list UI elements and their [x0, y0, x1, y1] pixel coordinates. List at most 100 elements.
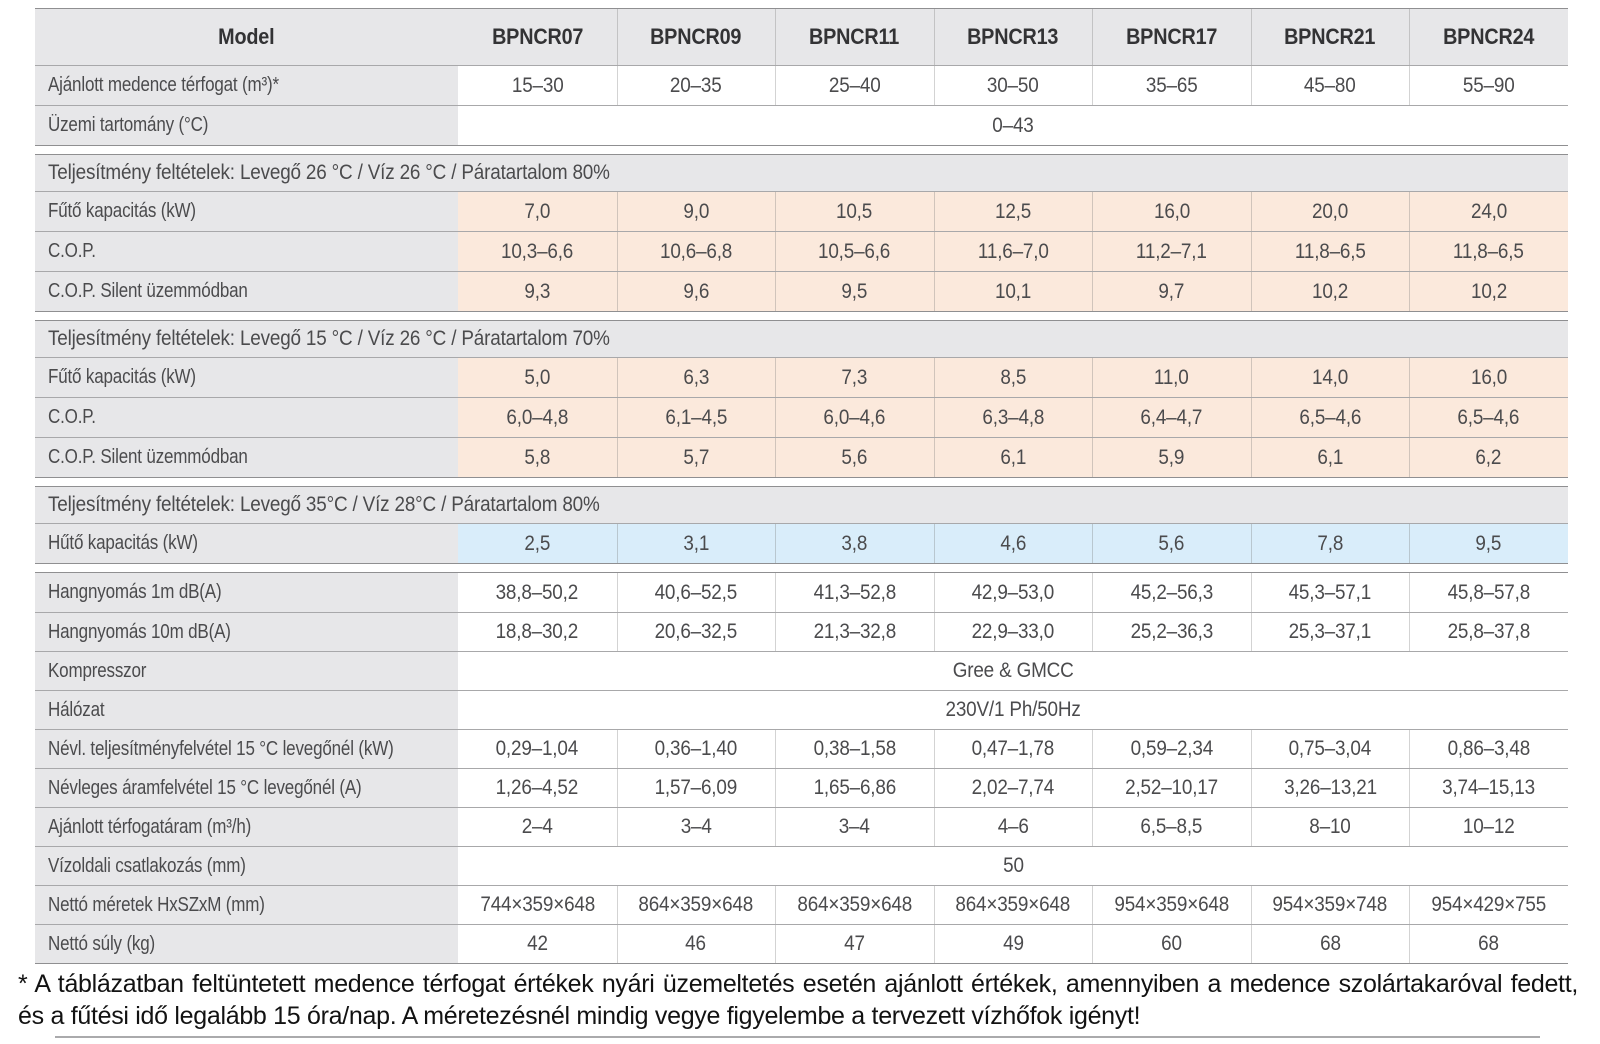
value-cell: 5,8: [458, 438, 617, 477]
model-name-text: BPNCR07: [491, 24, 583, 49]
row-label: Fűtő kapacitás (kW): [35, 192, 458, 231]
row-label-text: Kompresszor: [48, 659, 147, 682]
spec-row: Hálózat 230V/1 Ph/50Hz: [35, 690, 1568, 729]
value-cell: 6,3–4,8: [933, 398, 1093, 437]
section-title-text: Teljesítmény feltételek: Levegő 26 °C / …: [48, 161, 610, 184]
table-block: Teljesítmény feltételek: Levegő 26 °C / …: [35, 154, 1568, 312]
value-cell: 6,1: [1250, 438, 1410, 477]
value-cell-text: 11,2–7,1: [1136, 239, 1207, 263]
value-cell: 7,3: [775, 358, 934, 397]
value-cell: 954×429×755: [1409, 886, 1568, 924]
merged-value: 50: [458, 847, 1568, 885]
row-label-text: Nettó súly (kg): [48, 932, 156, 955]
value-cell-text: 6,5–4,6: [1457, 405, 1520, 429]
value-cell: 40,6–52,5: [617, 573, 776, 612]
section-header-row: Teljesítmény feltételek: Levegő 26 °C / …: [35, 155, 1568, 191]
model-name-text: BPNCR21: [1284, 24, 1376, 49]
value-cell-text: 6,3–4,8: [982, 405, 1044, 429]
value-cell: 3,26–13,21: [1251, 769, 1410, 807]
merged-value: Gree & GMCC: [458, 652, 1568, 690]
value-cell-text: 3–4: [680, 815, 712, 838]
value-cell-text: 42: [526, 932, 548, 955]
merged-value-text: Gree & GMCC: [952, 659, 1074, 682]
value-cell: 6,0–4,8: [458, 398, 617, 437]
value-cell-text: 5,7: [682, 445, 709, 469]
value-cell-text: 6,1: [1000, 445, 1026, 469]
spec-row: Hangnyomás 1m dB(A) 38,8–50,2 40,6–52,5 41,…: [35, 573, 1568, 612]
value-cell-text: 45,2–56,3: [1130, 580, 1213, 604]
spec-row: Nettó súly (kg) 42 46 47 49 60 68 68: [35, 924, 1568, 963]
value-cell: 5,0: [458, 358, 617, 397]
value-cell-text: 8–10: [1309, 815, 1351, 838]
value-cell-text: 0,29–1,04: [496, 737, 579, 760]
value-cell: 38,8–50,2: [458, 573, 617, 612]
value-cell-text: 2–4: [521, 815, 553, 838]
value-cell-text: 864×359×648: [955, 893, 1071, 916]
value-cell-text: 4–6: [997, 815, 1029, 838]
value-cell-text: 10,2: [1312, 279, 1349, 303]
row-label-text: Üzemi tartomány (°C): [48, 114, 209, 136]
value-cell-text: 3,8: [841, 531, 868, 555]
spec-row: C.O.P. Silent üzemmódban 5,8 5,7 5,6 6,1 5,9 6…: [35, 437, 1568, 477]
value-cell-text: 954×359×748: [1272, 893, 1388, 916]
model-column-header: Model: [35, 9, 458, 65]
value-cell-text: 9,5: [841, 279, 868, 303]
value-cell-text: 18,8–30,2: [496, 620, 579, 643]
row-label-text: Nettó méretek HxSZxM (mm): [48, 893, 265, 916]
row-label-text: Ajánlott medence térfogat (m³)*: [48, 74, 279, 96]
spec-row: C.O.P. Silent üzemmódban 9,3 9,6 9,5 10,1 9,7…: [35, 271, 1568, 311]
row-label-text: Fűtő kapacitás (kW): [48, 366, 196, 388]
value-cell: 0,29–1,04: [458, 730, 617, 768]
spec-row: Névl. teljesítményfelvétel 15 °C levegőn…: [35, 729, 1568, 768]
value-cell: 10,5–6,6: [775, 232, 934, 271]
spec-row: Ajánlott térfogatáram (m³/h) 2–4 3–4 3–4 4–6…: [35, 807, 1568, 846]
value-cell: 8,5: [933, 358, 1093, 397]
value-cell: 0,75–3,04: [1251, 730, 1410, 768]
value-cell-text: 8,5: [1000, 365, 1026, 389]
value-cell-text: 38,8–50,2: [496, 580, 579, 604]
footnote: * A táblázatban feltüntetett medence tér…: [18, 970, 1578, 1030]
value-cell-text: 42,9–53,0: [971, 580, 1055, 604]
value-cell: 47: [775, 925, 934, 963]
row-label: Nettó súly (kg): [35, 925, 458, 963]
value-cell: 25,8–37,8: [1409, 613, 1568, 651]
value-cell-text: 3,26–13,21: [1283, 776, 1377, 799]
value-cell: 30–50: [934, 66, 1093, 105]
spec-table: Model BPNCR07 BPNCR09 BPNCR11 BPNCR13 BPNCR17…: [35, 8, 1568, 972]
value-cell: 10,5: [775, 192, 934, 231]
spec-row: C.O.P. 10,3–6,6 10,6–6,8 10,5–6,6 11,6–7,0 11…: [35, 231, 1568, 271]
value-cell: 20,0: [1250, 192, 1410, 231]
model-header-row: Model BPNCR07 BPNCR09 BPNCR11 BPNCR13 BPNCR17…: [35, 9, 1568, 65]
spec-row: C.O.P. 6,0–4,8 6,1–4,5 6,0–4,6 6,3–4,8 6,4–4,…: [35, 397, 1568, 437]
value-cell: 24,0: [1409, 192, 1568, 231]
value-cell-text: 9,5: [1475, 531, 1502, 555]
value-cell: 42: [458, 925, 617, 963]
model-name-text: BPNCR11: [809, 24, 900, 49]
value-cell-text: 5,0: [524, 365, 551, 389]
value-cell-text: 21,3–32,8: [813, 620, 896, 643]
row-label: Nettó méretek HxSZxM (mm): [35, 886, 458, 924]
model-name: BPNCR21: [1250, 9, 1410, 65]
row-label-text: Névl. teljesítményfelvétel 15 °C levegőn…: [48, 737, 394, 760]
value-cell-text: 6,0–4,8: [506, 405, 569, 429]
value-cell-text: 11,8–6,5: [1294, 239, 1366, 263]
value-cell-text: 45,8–57,8: [1447, 580, 1530, 604]
row-label: Vízoldali csatlakozás (mm): [35, 847, 458, 885]
value-cell: 25,2–36,3: [1092, 613, 1251, 651]
value-cell: 3,74–15,13: [1409, 769, 1568, 807]
value-cell-text: 16,0: [1470, 365, 1507, 389]
model-name: BPNCR09: [616, 9, 776, 65]
table-block: Hangnyomás 1m dB(A) 38,8–50,2 40,6–52,5 41,…: [35, 572, 1568, 964]
value-cell-text: 11,6–7,0: [977, 239, 1049, 263]
value-cell-text: 864×359×648: [797, 893, 912, 916]
value-cell-text: 3,1: [682, 531, 709, 555]
row-label-text: Vízoldali csatlakozás (mm): [48, 854, 246, 877]
value-cell-text: 9,7: [1158, 279, 1185, 303]
value-cell-text: 49: [1002, 932, 1024, 955]
value-cell: 10–12: [1409, 808, 1568, 846]
value-cell-text: 16,0: [1153, 199, 1190, 223]
value-cell-text: 47: [844, 932, 865, 955]
value-cell: 8–10: [1251, 808, 1410, 846]
merged-value-text: 0–43: [992, 113, 1034, 137]
